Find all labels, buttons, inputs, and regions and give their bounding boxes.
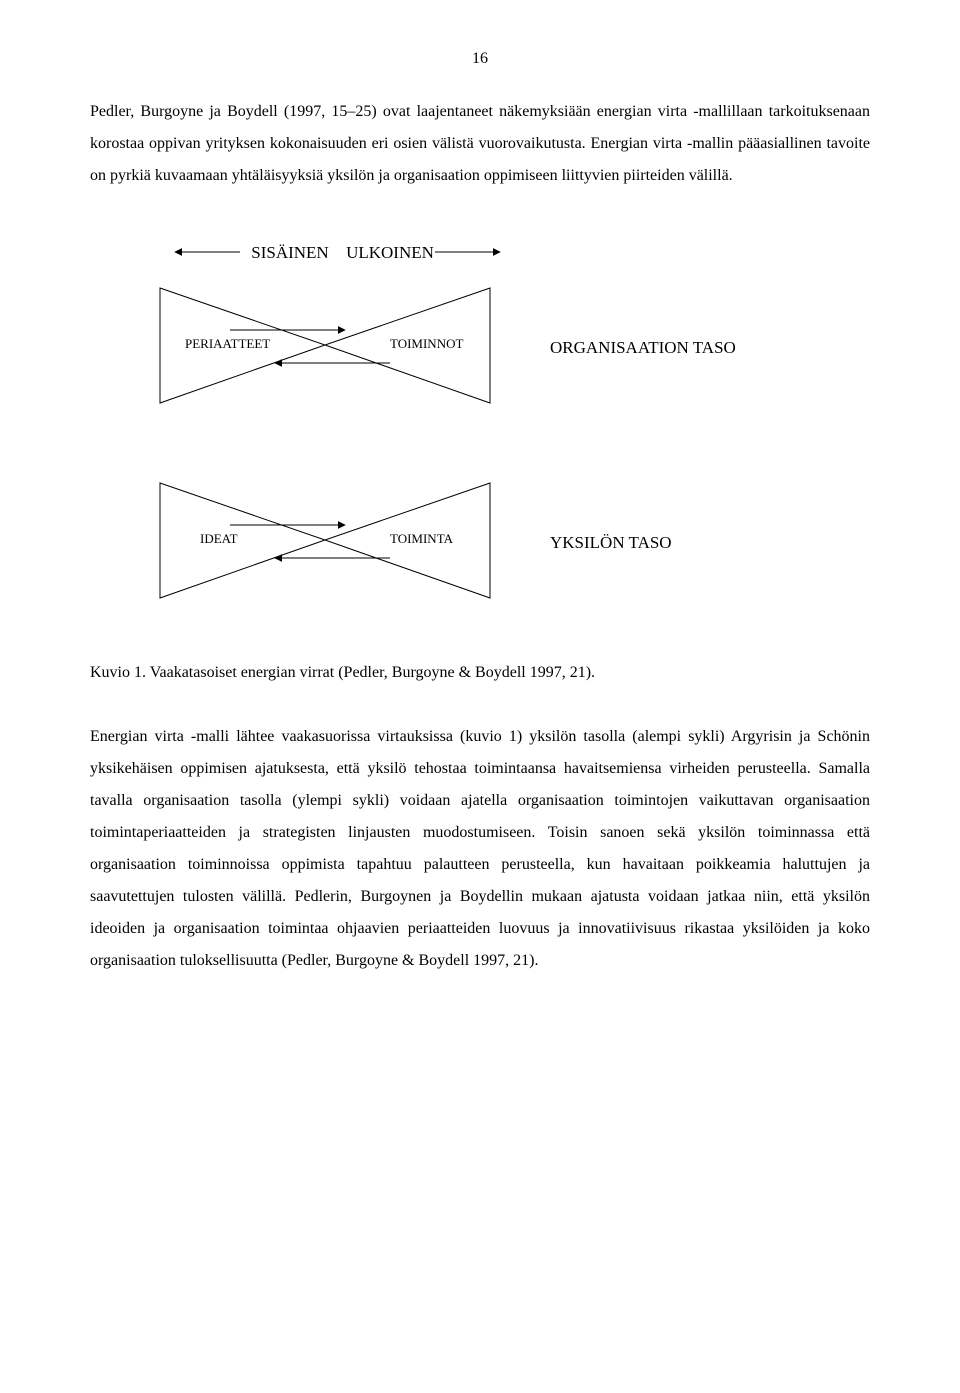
page: 16 Pedler, Burgoyne ja Boydell (1997, 15… xyxy=(0,0,960,1063)
svg-text:YKSILÖN TASO: YKSILÖN TASO xyxy=(550,533,672,552)
svg-text:ULKOINEN: ULKOINEN xyxy=(346,243,434,262)
svg-text:TOIMINTA: TOIMINTA xyxy=(390,531,454,546)
svg-text:SISÄINEN: SISÄINEN xyxy=(251,243,328,262)
paragraph-1: Pedler, Burgoyne ja Boydell (1997, 15–25… xyxy=(90,96,870,192)
energy-flow-diagram: SISÄINEN ULKOINEN PERIAATTEET TOIMINNOT ORGA… xyxy=(90,218,870,633)
svg-text:PERIAATTEET: PERIAATTEET xyxy=(185,336,270,351)
diagram-svg: SISÄINEN ULKOINEN PERIAATTEET TOIMINNOT ORGA… xyxy=(90,218,790,628)
page-number: 16 xyxy=(90,50,870,68)
svg-text:TOIMINNOT: TOIMINNOT xyxy=(390,336,463,351)
paragraph-2: Energian virta -malli lähtee vaakasuoris… xyxy=(90,721,870,977)
svg-text:IDEAT: IDEAT xyxy=(200,531,238,546)
figure-caption: Kuvio 1. Vaakatasoiset energian virrat (… xyxy=(90,657,870,689)
svg-text:ORGANISAATION TASO: ORGANISAATION TASO xyxy=(550,338,736,357)
